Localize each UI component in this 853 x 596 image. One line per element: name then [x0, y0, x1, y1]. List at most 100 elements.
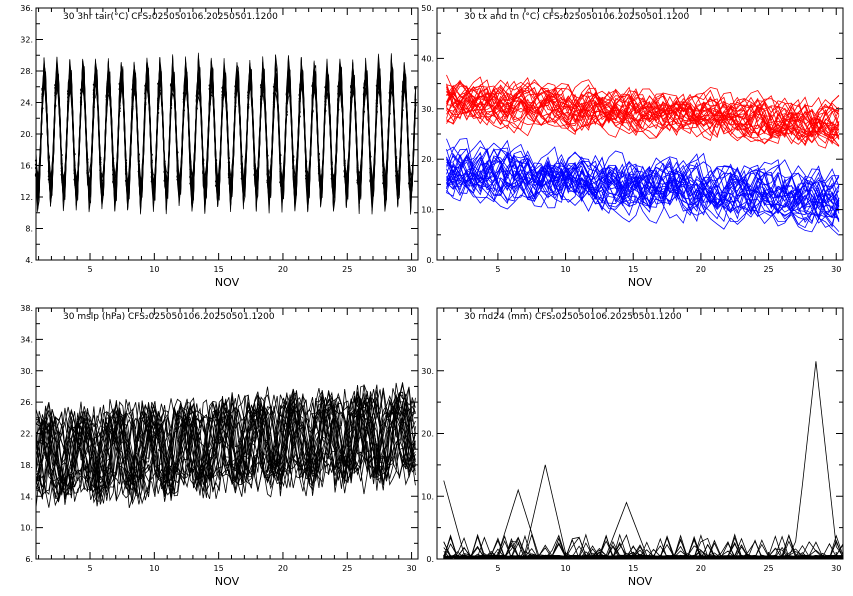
series-line [446, 148, 840, 232]
x-tick-label: 25 [342, 265, 352, 274]
x-tick-label: 20 [278, 265, 288, 274]
x-tick-label: 10 [149, 265, 159, 274]
x-tick-label: 20 [278, 564, 288, 573]
series-line [446, 91, 840, 147]
series-group [446, 74, 840, 236]
chart-panel-4: 0. 10. 20. 30. 5 10 15 20 25 30 NOV 30 rnd24 (mm) C… [421, 307, 844, 588]
y-tick-label: 20. [20, 130, 33, 139]
x-axis-label: NOV [628, 575, 653, 588]
series-line [35, 384, 416, 499]
x-tick-label: 30 [406, 265, 416, 274]
x-tick-label: 10 [149, 564, 159, 573]
series-line [446, 153, 840, 236]
x-tick-label: 10 [560, 564, 570, 573]
x-tick-label: 15 [628, 564, 638, 573]
series-line [35, 393, 416, 506]
y-tick-label: 20. [421, 155, 434, 164]
y-tick-label: 50. [421, 4, 434, 13]
x-tick-label: 10 [560, 265, 570, 274]
series-line [446, 156, 839, 227]
chart-title: 30 tx and tn (°C) CFS₂025050106.20250501… [464, 12, 689, 22]
y-tick-label: 36. [20, 4, 33, 13]
series-group [35, 382, 416, 509]
y-tick-label: 30. [421, 367, 434, 376]
chart-panel-3: 6. 10. 14. 18. 22. 26. 30. 34. 38. 5 10 15 20 25 30 NOV… [20, 304, 419, 588]
y-tick-label: 20. [421, 430, 434, 439]
series-line [446, 86, 840, 144]
series-line [446, 82, 840, 141]
series-line [446, 153, 840, 221]
series-line [35, 389, 416, 501]
x-tick-label: 25 [763, 564, 773, 573]
series-line [446, 156, 839, 213]
y-tick-label: 0. [426, 555, 434, 564]
x-tick-label: 20 [696, 265, 706, 274]
y-tick-label: 10. [421, 206, 434, 215]
y-tick-label: 4. [25, 256, 33, 265]
x-tick-label: 5 [87, 265, 92, 274]
plot-frame [436, 307, 844, 560]
chart-panel-1: 4. 8. 12. 16. 20. 24. 28. 32. 36. 5 10 15 20 25 30 NOV 3… [20, 4, 419, 289]
x-axis-label: NOV [215, 276, 240, 289]
series-line [35, 54, 416, 212]
y-tick-label: 10. [20, 524, 33, 533]
y-tick-label: 28. [20, 67, 33, 76]
y-tick-label: 16. [20, 162, 33, 171]
series-line [446, 150, 840, 228]
series-line [446, 149, 840, 223]
x-tick-label: 15 [214, 564, 224, 573]
series-line [446, 85, 840, 138]
x-tick-label: 25 [342, 564, 352, 573]
y-tick-label: 8. [25, 225, 33, 234]
series-group [34, 52, 417, 215]
y-tick-label: 40. [421, 54, 434, 63]
x-tick-label: 5 [87, 564, 92, 573]
series-line [35, 394, 416, 508]
series-line [35, 397, 416, 495]
x-axis-label: NOV [215, 575, 240, 588]
x-tick-label: 5 [495, 564, 500, 573]
y-tick-label: 24. [20, 99, 33, 108]
x-tick-label: 25 [763, 265, 773, 274]
y-tick-label: 0. [426, 256, 434, 265]
y-tick-label: 14. [20, 492, 33, 501]
y-tick-label: 12. [20, 193, 33, 202]
series-line [446, 83, 840, 138]
series-marker [414, 87, 417, 90]
x-tick-label: 30 [831, 564, 841, 573]
y-tick-label: 22. [20, 430, 33, 439]
x-tick-label: 20 [696, 564, 706, 573]
x-tick-label: 15 [214, 265, 224, 274]
x-tick-label: 30 [831, 265, 841, 274]
y-tick-label: 38. [20, 304, 33, 313]
series-line [443, 464, 844, 560]
x-tick-label: 30 [406, 564, 416, 573]
series-line [443, 535, 844, 560]
y-tick-label: 26. [20, 398, 33, 407]
chart-title: 30 rnd24 (mm) CFS₂025050106.20250501.120… [464, 312, 682, 322]
y-tick-label: 34. [20, 335, 33, 344]
series-line [35, 387, 416, 508]
x-tick-label: 15 [628, 265, 638, 274]
series-line [443, 537, 844, 560]
series-line [446, 156, 840, 222]
series-group [443, 361, 844, 560]
chart-title: 30 3hr tair(°C) CFS₂025050106.20250501.1… [63, 12, 278, 22]
series-line [35, 385, 416, 502]
y-tick-label: 32. [20, 36, 33, 45]
series-line [446, 95, 840, 139]
series-line [35, 390, 416, 502]
series-line [446, 148, 840, 223]
series-line [443, 361, 844, 560]
x-axis-label: NOV [628, 276, 653, 289]
series-line [446, 79, 840, 139]
series-line [446, 74, 840, 147]
y-tick-label: 30. [421, 105, 434, 114]
series-line [35, 389, 416, 502]
series-line [443, 533, 844, 560]
y-tick-label: 6. [25, 555, 33, 564]
y-tick-label: 18. [20, 461, 33, 470]
chart-panel-2: 0. 10. 20. 30. 40. 50. 5 10 15 20 25 30 NOV 30 tx and… [421, 4, 844, 289]
y-tick-label: 10. [421, 492, 434, 501]
